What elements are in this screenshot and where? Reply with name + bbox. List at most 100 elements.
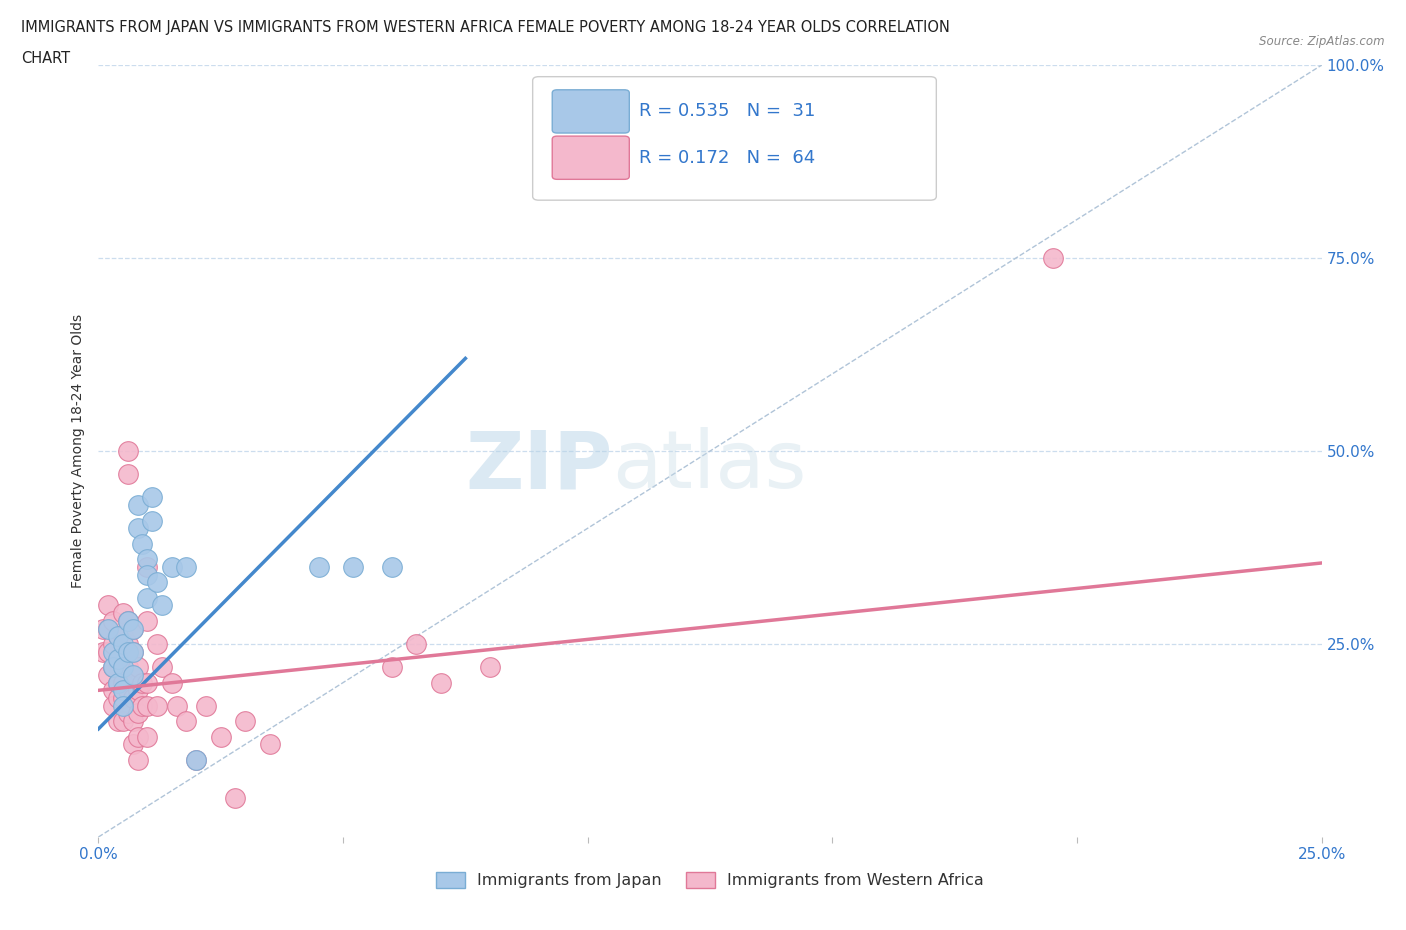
- Point: [405, 637, 427, 652]
- Text: CHART: CHART: [21, 51, 70, 66]
- Y-axis label: Female Poverty Among 18-24 Year Olds: Female Poverty Among 18-24 Year Olds: [72, 314, 86, 588]
- Point: [121, 644, 143, 659]
- Point: [107, 675, 129, 690]
- Point: [117, 659, 139, 674]
- Point: [186, 752, 208, 767]
- Point: [146, 698, 169, 713]
- Point: [150, 598, 173, 613]
- Point: [101, 644, 124, 659]
- Point: [121, 644, 143, 659]
- Point: [131, 675, 153, 690]
- Point: [117, 644, 139, 659]
- Point: [136, 560, 159, 575]
- Point: [111, 652, 134, 667]
- FancyBboxPatch shape: [533, 76, 936, 200]
- Point: [127, 683, 149, 698]
- Point: [127, 498, 149, 512]
- Point: [146, 637, 169, 652]
- Point: [101, 659, 124, 674]
- Point: [121, 668, 143, 683]
- Point: [97, 598, 120, 613]
- Point: [97, 644, 120, 659]
- Point: [121, 737, 143, 751]
- Point: [111, 683, 134, 698]
- Point: [111, 714, 134, 729]
- Point: [117, 637, 139, 652]
- Point: [224, 790, 246, 805]
- Point: [121, 621, 143, 636]
- Point: [107, 629, 129, 644]
- Point: [259, 737, 281, 751]
- Point: [107, 691, 129, 706]
- Point: [107, 675, 129, 690]
- Point: [117, 683, 139, 698]
- Legend: Immigrants from Japan, Immigrants from Western Africa: Immigrants from Japan, Immigrants from W…: [429, 865, 991, 895]
- Point: [111, 637, 134, 652]
- Point: [136, 729, 159, 744]
- Point: [127, 752, 149, 767]
- Point: [176, 714, 198, 729]
- Point: [176, 560, 198, 575]
- Point: [121, 691, 143, 706]
- Point: [160, 560, 183, 575]
- Point: [1042, 251, 1064, 266]
- Point: [107, 652, 129, 667]
- Point: [111, 629, 134, 644]
- Point: [121, 621, 143, 636]
- Point: [308, 560, 330, 575]
- Point: [117, 467, 139, 482]
- Point: [101, 637, 124, 652]
- Text: R = 0.172   N =  64: R = 0.172 N = 64: [640, 149, 815, 166]
- Point: [160, 675, 183, 690]
- Point: [141, 490, 163, 505]
- Point: [111, 605, 134, 620]
- Point: [97, 621, 120, 636]
- Point: [381, 659, 404, 674]
- Point: [342, 560, 364, 575]
- Point: [127, 521, 149, 536]
- Text: atlas: atlas: [612, 428, 807, 506]
- Point: [121, 668, 143, 683]
- Point: [127, 706, 149, 721]
- Point: [111, 675, 134, 690]
- Text: ZIP: ZIP: [465, 428, 612, 506]
- Point: [136, 614, 159, 629]
- Point: [91, 621, 114, 636]
- Point: [195, 698, 218, 713]
- Point: [131, 698, 153, 713]
- Point: [107, 629, 129, 644]
- Point: [430, 675, 453, 690]
- Point: [111, 698, 134, 713]
- Point: [141, 513, 163, 528]
- Point: [136, 551, 159, 566]
- Point: [101, 659, 124, 674]
- Point: [150, 659, 173, 674]
- Point: [111, 691, 134, 706]
- Point: [117, 444, 139, 458]
- Point: [131, 537, 153, 551]
- Point: [136, 698, 159, 713]
- Point: [107, 652, 129, 667]
- Text: IMMIGRANTS FROM JAPAN VS IMMIGRANTS FROM WESTERN AFRICA FEMALE POVERTY AMONG 18-: IMMIGRANTS FROM JAPAN VS IMMIGRANTS FROM…: [21, 20, 950, 35]
- Point: [101, 614, 124, 629]
- FancyBboxPatch shape: [553, 136, 630, 179]
- Point: [136, 591, 159, 605]
- Point: [107, 714, 129, 729]
- Point: [233, 714, 256, 729]
- Text: R = 0.535   N =  31: R = 0.535 N = 31: [640, 102, 815, 120]
- Point: [117, 614, 139, 629]
- Point: [166, 698, 188, 713]
- Point: [127, 659, 149, 674]
- Point: [117, 614, 139, 629]
- Point: [101, 683, 124, 698]
- Point: [146, 575, 169, 590]
- Point: [186, 752, 208, 767]
- Point: [97, 621, 120, 636]
- Point: [136, 675, 159, 690]
- Point: [97, 668, 120, 683]
- Point: [381, 560, 404, 575]
- Point: [101, 698, 124, 713]
- Point: [478, 659, 501, 674]
- Point: [121, 714, 143, 729]
- Point: [136, 567, 159, 582]
